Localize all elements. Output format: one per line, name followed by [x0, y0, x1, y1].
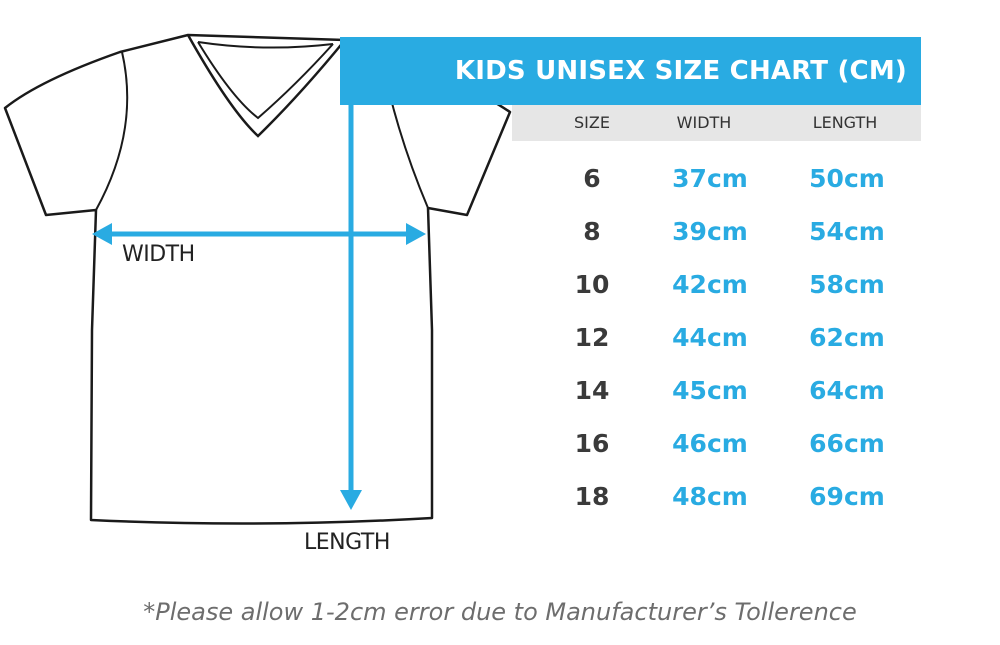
table-row: 18 48cm 69cm — [512, 470, 921, 523]
table-row: 10 42cm 58cm — [512, 258, 921, 311]
size-value: 14 — [574, 376, 610, 405]
length-value: 66cm — [809, 429, 885, 458]
tolerance-footnote: *Please allow 1-2cm error due to Manufac… — [143, 598, 857, 626]
table-row: 6 37cm 50cm — [512, 152, 921, 205]
table-row: 8 39cm 54cm — [512, 205, 921, 258]
size-value: 12 — [574, 323, 610, 352]
length-value: 64cm — [809, 376, 885, 405]
length-value: 54cm — [809, 217, 885, 246]
chart-title-bar: KIDS UNISEX SIZE CHART (CM) — [340, 37, 921, 105]
tshirt-outline — [3, 33, 512, 525]
width-value: 42cm — [672, 270, 748, 299]
width-value: 44cm — [672, 323, 748, 352]
width-value: 45cm — [672, 376, 748, 405]
width-value: 37cm — [672, 164, 748, 193]
column-header-length: LENGTH — [812, 113, 878, 132]
collar-back — [197, 41, 334, 49]
table-row: 12 44cm 62cm — [512, 311, 921, 364]
collar-inner — [197, 41, 334, 120]
chart-title: KIDS UNISEX SIZE CHART (CM) — [454, 56, 907, 86]
size-value: 6 — [583, 164, 601, 193]
length-value: 69cm — [809, 482, 885, 511]
size-value: 16 — [574, 429, 610, 458]
size-table-body: 6 37cm 50cm 8 39cm 54cm 10 42cm 58cm 12 … — [512, 152, 921, 523]
length-value: 50cm — [809, 164, 885, 193]
table-row: 14 45cm 64cm — [512, 364, 921, 417]
column-header-width: WIDTH — [676, 113, 732, 132]
size-value: 10 — [574, 270, 610, 299]
size-value: 8 — [583, 217, 601, 246]
table-header-row: SIZE WIDTH LENGTH — [512, 105, 921, 141]
table-row: 16 46cm 66cm — [512, 417, 921, 470]
width-value: 46cm — [672, 429, 748, 458]
width-value: 48cm — [672, 482, 748, 511]
width-value: 39cm — [672, 217, 748, 246]
left-sleeve-seam — [95, 51, 129, 211]
length-label: LENGTH — [304, 530, 390, 555]
length-value: 62cm — [809, 323, 885, 352]
column-header-size: SIZE — [574, 113, 610, 132]
length-value: 58cm — [809, 270, 885, 299]
collar-outer — [186, 34, 346, 138]
double-arrow-horizontal-icon — [92, 223, 426, 245]
width-label: WIDTH — [122, 242, 195, 267]
size-value: 18 — [574, 482, 610, 511]
